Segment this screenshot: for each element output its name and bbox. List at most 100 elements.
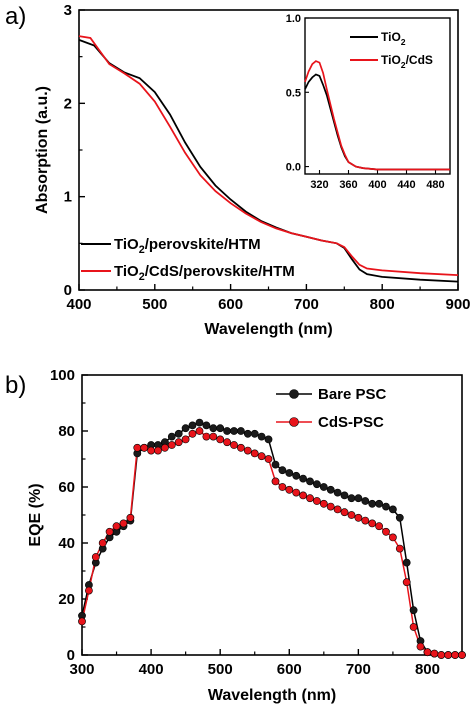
data-point-b-1 [395,544,404,553]
y-tick-label-a: 2 [64,95,72,112]
x-tick-label-b: 500 [208,661,233,678]
x-tick-label-b: 800 [415,661,440,678]
y-tick-label-b: 20 [58,591,75,608]
data-point-b-1 [264,455,273,463]
data-point-b-0 [402,558,411,567]
data-point-b-1 [147,446,155,455]
data-point-b-0 [326,485,335,494]
data-point-b-1 [299,491,307,500]
data-point-b-0 [388,505,397,514]
panel-label-a: a) [5,3,26,30]
data-point-b-1 [388,533,397,542]
data-point-b-1 [202,432,211,441]
data-point-b-0 [312,480,321,489]
data-point-b-1 [458,651,466,659]
data-point-b-1 [250,449,259,458]
data-point-b-0 [361,497,370,505]
data-point-b-1 [409,623,418,631]
data-point-b-1 [133,443,142,452]
data-point-b-0 [340,491,349,500]
data-point-b-1 [167,441,176,449]
x-tick-label-a: 700 [294,296,319,313]
inset-x-tick-label: 440 [397,179,415,191]
x-axis-label-b: Wavelength (nm) [208,687,336,704]
data-point-b-1 [375,522,383,531]
y-tick-label-a: 0 [64,282,72,299]
data-point-b-1 [292,488,301,497]
data-point-b-1 [354,513,363,522]
y-tick-label-b: 0 [67,647,75,664]
data-point-b-1 [230,441,238,449]
data-point-b-1 [195,427,204,435]
data-point-b-1 [312,497,321,505]
x-axis-label-a: Wavelength (nm) [204,321,332,338]
data-point-b-0 [195,418,204,427]
data-point-b-0 [306,477,314,486]
x-tick-label-a: 500 [142,296,167,313]
inset-y-tick-label: 0.5 [286,87,301,99]
x-tick-label-a: 800 [370,296,395,313]
legend-marker-b-1 [289,417,299,427]
data-point-b-0 [285,469,294,477]
data-point-b-1 [368,519,377,528]
data-point-b-1 [430,649,439,658]
x-tick-label-a: 600 [218,296,243,313]
data-point-b-0 [243,429,252,438]
data-point-b-1 [78,617,86,626]
data-point-b-1 [91,553,100,561]
y-tick-label-b: 80 [58,423,75,440]
data-point-b-0 [375,499,383,508]
inset-legend-label-1: TiO2/CdS [381,53,433,70]
data-point-b-0 [257,432,266,441]
inset-x-tick-label: 400 [368,179,386,191]
data-point-b-1 [112,522,121,531]
data-point-b-0 [271,460,280,469]
inset-legend-label-0: TiO2 [381,30,406,47]
y-axis-label-a: Absorption (a.u.) [34,86,51,214]
legend-marker-b-0 [289,389,299,399]
data-point-b-0 [319,483,328,491]
inset-x-tick-label: 480 [426,179,444,191]
x-tick-label-a: 400 [66,296,91,313]
data-point-b-1 [85,586,93,595]
x-tick-label-b: 600 [277,661,302,678]
y-tick-label-a: 1 [64,189,72,206]
data-point-b-1 [188,429,197,438]
data-point-b-0 [250,429,259,438]
inset-x-tick-label: 320 [310,179,328,191]
data-point-b-1 [174,438,183,447]
data-point-b-0 [181,424,190,433]
legend-label-a-0: TiO2/perovskite/HTM [114,236,261,256]
data-point-b-1 [285,485,294,494]
data-point-b-1 [423,648,432,657]
y-tick-label-b: 60 [58,479,75,496]
data-point-b-1 [444,651,453,659]
data-point-b-1 [306,494,314,503]
data-point-b-1 [160,443,169,452]
x-tick-label-b: 300 [69,661,94,678]
data-point-b-1 [437,651,446,659]
data-point-b-0 [368,499,377,508]
data-point-b-0 [299,474,307,483]
data-point-b-0 [223,427,231,435]
data-point-b-1 [340,508,349,517]
data-point-b-0 [209,424,218,433]
data-point-b-0 [409,606,418,615]
inset-x-tick-label: 360 [339,179,357,191]
y-tick-label-a: 3 [64,2,72,19]
inset-series-line-1 [304,60,450,171]
data-point-b-0 [382,502,390,511]
data-point-b-0 [347,494,356,503]
plot-frame-b [81,374,463,656]
data-point-b-1 [326,502,335,511]
x-tick-label-a: 900 [445,296,470,313]
data-point-b-1 [209,432,218,441]
data-point-b-0 [278,466,287,475]
series-line-a-1 [78,35,459,276]
data-point-b-0 [174,429,183,438]
data-point-b-1 [181,435,190,444]
data-point-b-0 [236,427,245,435]
data-point-b-1 [319,499,328,508]
data-point-b-0 [202,421,211,430]
